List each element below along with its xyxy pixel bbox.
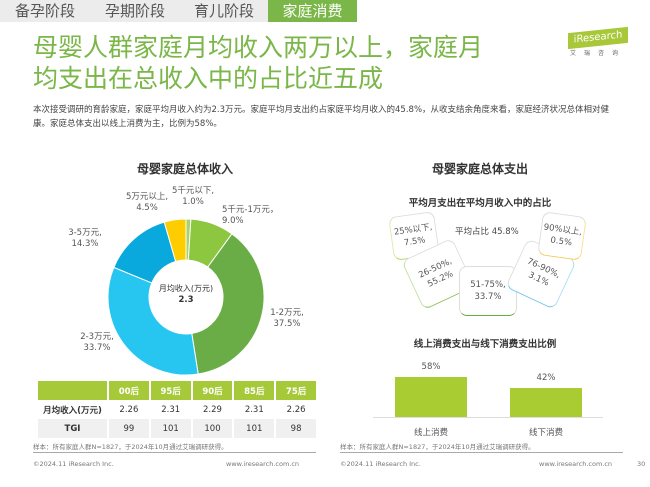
donut-center-value: 2.3 (178, 295, 194, 305)
slice-label-under-5k: 5千元以下, 1.0% (171, 186, 215, 207)
header-cell: 85后 (233, 381, 277, 400)
sample-note-left: 样本：所有家庭人群N=1827，于2024年10月通过艾瑞调研获得。 (33, 443, 228, 451)
bar-online (395, 377, 467, 417)
website-link-right[interactable]: www.iresearch.com.cn (539, 460, 613, 468)
tab-parenting[interactable]: 育儿阶段 (180, 0, 268, 22)
row-header: TGI (38, 419, 109, 438)
table-cell: 2.26 (275, 400, 318, 419)
bar-category-label: 线上消费 (413, 428, 448, 438)
tab-pre-pregnancy[interactable]: 备孕阶段 (0, 0, 90, 22)
table-cell: 2.29 (191, 400, 235, 419)
header-cell (38, 381, 109, 400)
tab-pregnancy[interactable]: 孕期阶段 (90, 0, 180, 22)
header-cell: 90后 (191, 381, 235, 400)
table-cell: 101 (149, 419, 193, 438)
footer-divider-right (340, 452, 623, 453)
title-line-1: 母婴人群家庭月均收入两万以上，家庭月 (33, 33, 484, 62)
header-cell: 75后 (275, 381, 318, 400)
table-cell: 2.31 (233, 400, 277, 419)
sample-note-right: 样本：所有家庭人群N=1827，于2024年10月通过艾瑞调研获得。 (340, 443, 535, 451)
bar-value-label: 58% (421, 362, 441, 372)
table-cell: 101 (233, 419, 277, 438)
logo-subtext: 艾瑞咨询 (570, 50, 627, 57)
table-cell: 2.31 (149, 400, 193, 419)
bar-baseline (373, 417, 603, 418)
bar-value-label: 42% (536, 373, 556, 384)
page-title: 母婴人群家庭月均收入两万以上，家庭月 均支出在总收入中的占比近五成 (33, 32, 593, 94)
ratio-segment-over-90: 90%以上, 0.5% (537, 211, 587, 261)
table-cell: 98 (275, 419, 318, 438)
slice-label-10k-20k: 1-2万元, 37.5% (270, 308, 304, 329)
website-link-left[interactable]: www.iresearch.com.cn (226, 460, 300, 468)
donut-slice (191, 233, 265, 375)
stage-tabs: 备孕阶段 孕期阶段 育儿阶段 家庭消费 (0, 0, 650, 22)
slice-label-over-50k: 5万元以上, 4.5% (125, 192, 169, 213)
header-cell: 95后 (149, 381, 193, 400)
table-header-row: 00后 95后 90后 85后 75后 (38, 381, 318, 400)
expense-ratio-subtitle: 平均月支出在平均月收入中的占比 (408, 198, 552, 209)
table-cell: 99 (108, 419, 151, 438)
slice-label-5k-10k: 5千元-1万元，9.0% (222, 205, 279, 226)
table-row: 月均收入(万元) 2.26 2.31 2.29 2.31 2.26 (38, 400, 318, 419)
expense-chart-title: 母婴家庭总体支出 (431, 162, 528, 176)
bar-category-label: 线下消费 (528, 428, 563, 438)
row-header: 月均收入(万元) (38, 400, 109, 419)
footer-divider-left (33, 452, 316, 453)
online-offline-title: 线上消费支出与线下消费支出比例 (413, 339, 557, 350)
income-chart-title: 母婴家庭总体收入 (136, 162, 233, 176)
page-number: 30 (637, 460, 646, 468)
slice-label-30k-50k: 3-5万元, 14.3% (68, 228, 102, 249)
header-cell: 00后 (108, 381, 151, 400)
donut-slice (107, 266, 199, 376)
slice-label-20k-30k: 2-3万元, 33.7% (80, 332, 114, 353)
average-ratio: 平均占比 45.8% (455, 227, 519, 237)
table-cell: 2.26 (108, 400, 151, 419)
donut-slice (163, 218, 187, 263)
table-cell: 100 (191, 419, 235, 438)
iresearch-logo: iResearch 艾瑞咨询 (560, 26, 630, 64)
copyright-right: ©2024.11 iResearch Inc. (340, 460, 421, 468)
table-row: TGI 99 101 100 101 98 (38, 419, 318, 438)
copyright-left: ©2024.11 iResearch Inc. (33, 460, 114, 468)
income-donut-chart (107, 218, 265, 376)
title-line-2: 均支出在总收入中的占比近五成 (33, 64, 384, 93)
ratio-segment-51-75: 51-75%, 33.7% (459, 266, 517, 316)
tab-family-consumption[interactable]: 家庭消费 (268, 0, 357, 22)
donut-center-label: 月均收入(万元) (158, 284, 214, 293)
description: 本次接受调研的育龄家庭，家庭平均月收入约为2.3万元。家庭平均月支出约占家庭平均… (33, 105, 610, 129)
bar-offline (510, 388, 582, 417)
income-by-generation-table: 00后 95后 90后 85后 75后 月均收入(万元) 2.26 2.31 2… (38, 381, 318, 438)
